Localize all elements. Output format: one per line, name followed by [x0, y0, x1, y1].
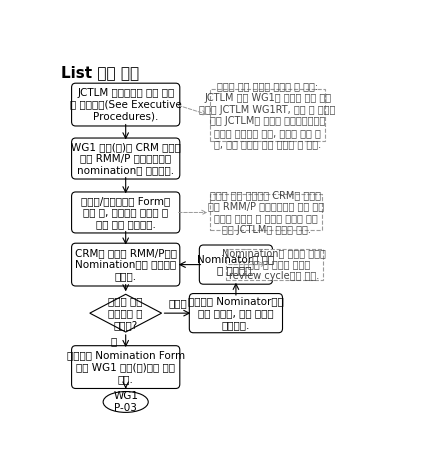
Bar [209, 89, 325, 142]
FancyBboxPatch shape [71, 243, 179, 286]
FancyBboxPatch shape [71, 346, 179, 389]
Text: 생산자/개발자들은 Form을
얻은 후, 완성하고 지정된 날
짜에 이를 제출한다.: 생산자/개발자들은 Form을 얻은 후, 완성하고 지정된 날 짜에 이를 제… [81, 196, 170, 229]
FancyBboxPatch shape [71, 192, 179, 233]
Text: 예: 예 [111, 336, 117, 346]
FancyBboxPatch shape [71, 83, 179, 126]
Ellipse shape [103, 391, 148, 412]
Text: 관심이 있는 단체들은 CRM의 생산자
또는 RMM/P 개발자들에게 특정 요구
사항을 전달할 수 있으나 이러한 보고
들은 JCTLM과 관계가 없다: 관심이 있는 단체들은 CRM의 생산자 또는 RMM/P 개발자들에게 특정 … [207, 190, 323, 235]
FancyBboxPatch shape [199, 245, 272, 284]
Text: CRM들 그리고 RMM/P들의
Nomination들을 사무국이
받는다.: CRM들 그리고 RMM/P들의 Nomination들을 사무국이 받는다. [74, 248, 176, 281]
Text: List 등록 개요: List 등록 개요 [60, 65, 138, 80]
Text: 양식이 완성
되었으며 적
합한가?: 양식이 완성 되었으며 적 합한가? [108, 297, 143, 330]
Bar [225, 249, 322, 280]
Text: WG1 의장(들)이 CRM 생산자
또는 RMM/P 개발자들에게
nomination을 요청한다.: WG1 의장(들)이 CRM 생산자 또는 RMM/P 개발자들에게 nomin… [71, 142, 180, 175]
Bar [209, 194, 321, 230]
Text: JCTLM 행정부에서 공고 과정
을 시작한다(See Executive
Procedures).: JCTLM 행정부에서 공고 과정 을 시작한다(See Executive P… [70, 88, 181, 121]
Text: 사무국이 Nomination Form
들을 WG1 의장(들)에게 제출
한다.: 사무국이 Nomination Form 들을 WG1 의장(들)에게 제출 한… [67, 351, 184, 384]
FancyBboxPatch shape [189, 294, 282, 333]
Text: 다음과 같은 결과로 시작될 수 있다:
JCTLM 또는 WG1의 의장을 통해 규정
되어진 JCTLM WG1RT, 또는 이 절차에
있어 JCTLM의: 다음과 같은 결과로 시작될 수 있다: JCTLM 또는 WG1의 의장을 통… [199, 81, 335, 149]
Text: Nominator가 결함
을 수정한다.: Nominator가 결함 을 수정한다. [197, 254, 274, 276]
Polygon shape [89, 294, 161, 332]
Text: 아니오: 아니오 [168, 298, 187, 308]
Text: Nomination된 문서를 수정하
기 위한 단 한번의 기회가
review cycle마다 있다.: Nomination된 문서를 수정하 기 위한 단 한번의 기회가 revie… [222, 248, 326, 281]
Text: 사무국이 Nominator에게
이를 알리며, 시정 조치를
권고한다.: 사무국이 Nominator에게 이를 알리며, 시정 조치를 권고한다. [187, 297, 283, 330]
FancyBboxPatch shape [71, 138, 179, 179]
Text: WG1
P-03: WG1 P-03 [113, 391, 138, 413]
